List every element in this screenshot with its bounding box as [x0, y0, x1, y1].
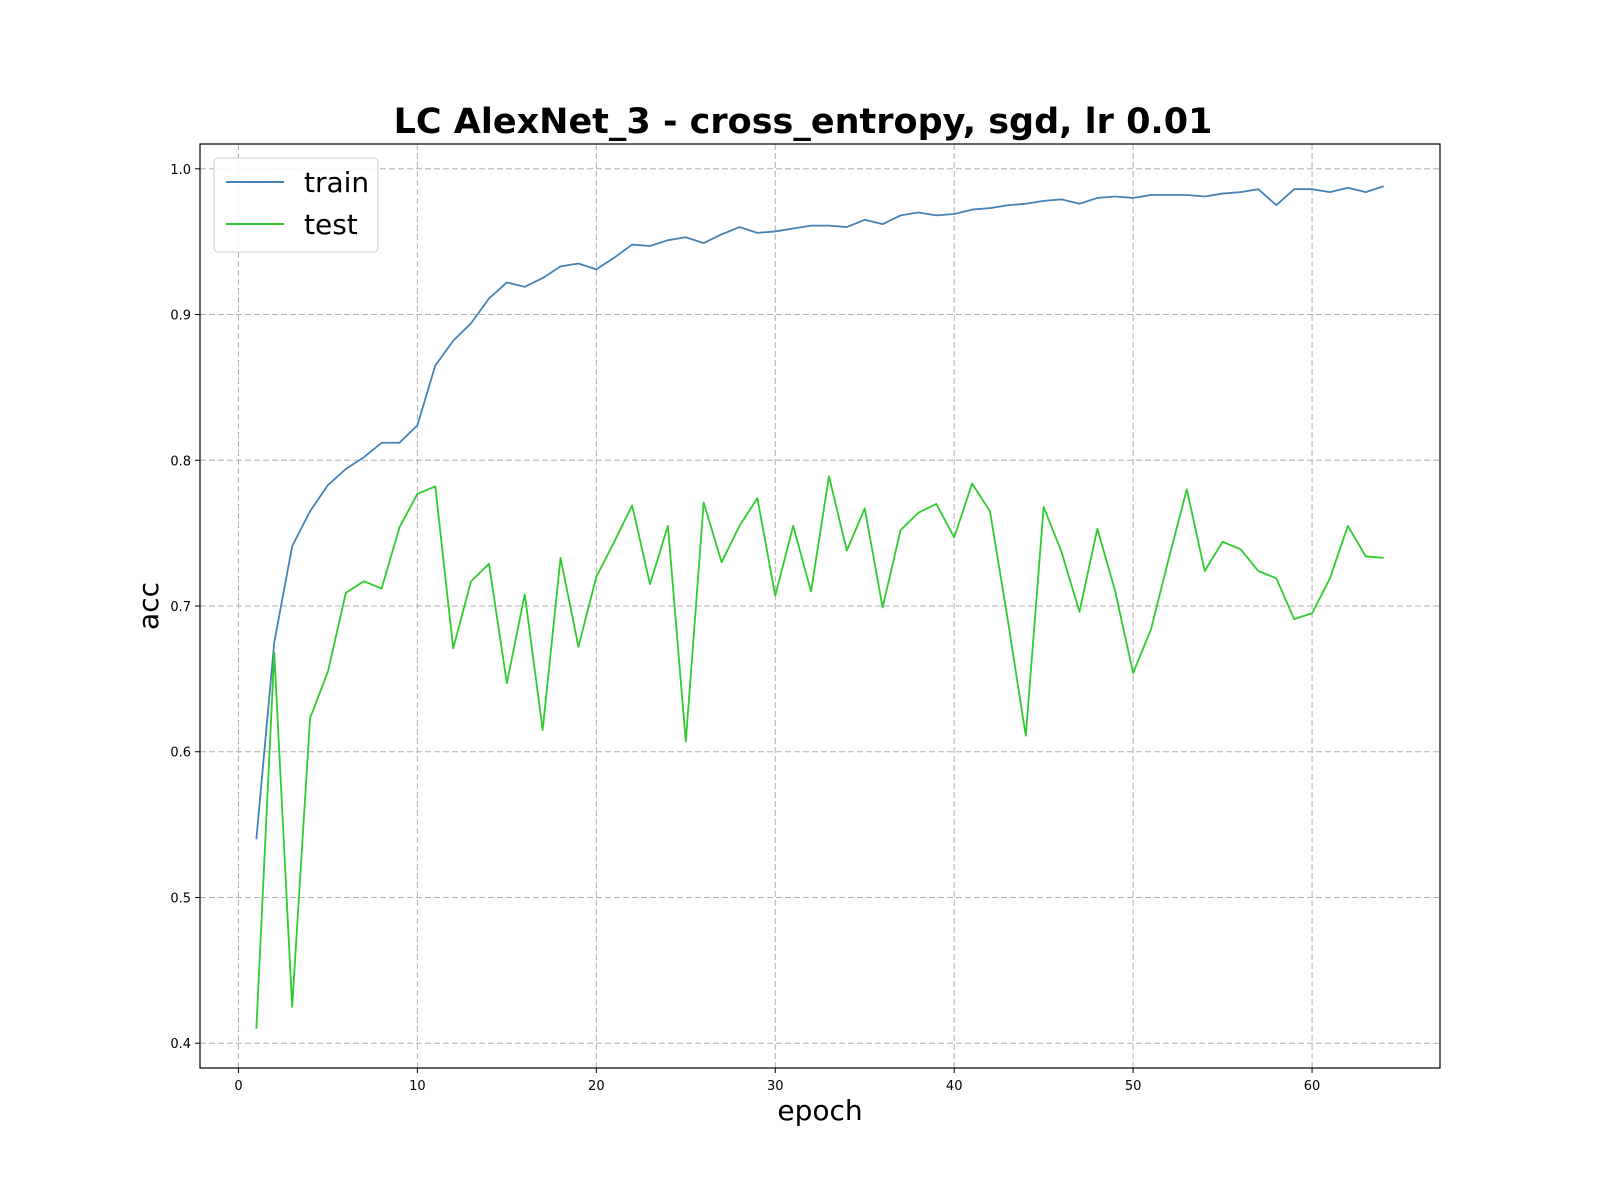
series-line-test [255, 475, 1384, 1029]
y-tick-label: 1.0 [170, 163, 191, 178]
x-tick-label: 50 [1125, 1079, 1142, 1094]
x-tick-label: 0 [234, 1079, 242, 1094]
y-tick-label: 0.7 [170, 600, 191, 615]
legend: train test [213, 157, 379, 253]
x-tick-label: 60 [1304, 1079, 1321, 1094]
legend-label-test: test [304, 208, 358, 241]
grid-lines [200, 144, 1440, 1068]
x-tick-label: 20 [588, 1079, 605, 1094]
y-axis-ticks: 0.4 0.5 0.6 0.7 0.8 0.9 1.0 [170, 163, 200, 1052]
y-tick-label: 0.4 [170, 1037, 191, 1052]
x-axis-ticks: 0 10 20 30 40 50 60 [234, 1068, 1320, 1094]
x-tick-label: 30 [767, 1079, 784, 1094]
legend-label-train: train [304, 166, 369, 199]
series-line-train [255, 185, 1384, 840]
y-tick-label: 0.5 [170, 891, 191, 906]
y-tick-label: 0.9 [170, 309, 191, 324]
series-lines [255, 185, 1384, 1029]
y-tick-label: 0.6 [170, 746, 191, 761]
y-tick-label: 0.8 [170, 454, 191, 469]
y-axis-label: acc [132, 582, 165, 630]
x-tick-label: 40 [946, 1079, 963, 1094]
x-tick-label: 10 [409, 1079, 426, 1094]
x-axis-label: epoch [777, 1094, 862, 1127]
chart-title: LC AlexNet_3 - cross_entropy, sgd, lr 0.… [394, 102, 1213, 142]
